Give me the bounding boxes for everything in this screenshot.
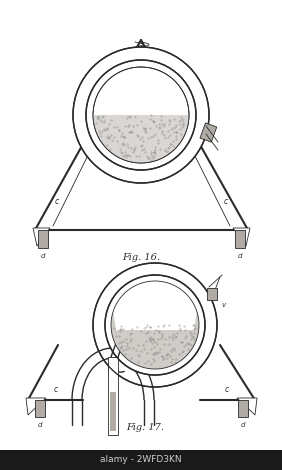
Polygon shape <box>33 228 50 246</box>
Text: d: d <box>41 253 45 259</box>
Circle shape <box>73 47 209 183</box>
Bar <box>110 392 116 431</box>
Text: d: d <box>238 253 242 259</box>
Bar <box>235 230 245 248</box>
Circle shape <box>93 263 217 387</box>
Polygon shape <box>111 312 199 369</box>
Text: c: c <box>55 197 59 206</box>
Bar <box>0 450 282 470</box>
Text: Fig. 17.: Fig. 17. <box>126 423 164 431</box>
Bar <box>238 400 248 417</box>
Bar <box>207 288 217 300</box>
Text: m: m <box>92 313 100 321</box>
Polygon shape <box>233 228 250 246</box>
Circle shape <box>105 275 205 375</box>
Text: alamy - 2WFD3KN: alamy - 2WFD3KN <box>100 455 182 464</box>
Text: m: m <box>74 102 81 111</box>
Polygon shape <box>93 115 189 163</box>
Bar <box>108 357 118 435</box>
Bar <box>38 230 48 248</box>
Text: c: c <box>54 385 58 394</box>
Bar <box>200 123 217 142</box>
Text: d: d <box>241 422 245 428</box>
Text: d: d <box>38 422 42 428</box>
Text: Fig. 16.: Fig. 16. <box>122 253 160 263</box>
Circle shape <box>86 60 196 170</box>
Polygon shape <box>237 398 257 415</box>
Text: c: c <box>225 385 229 394</box>
Text: v: v <box>222 302 226 308</box>
Circle shape <box>93 67 189 163</box>
Text: c: c <box>224 197 228 206</box>
Polygon shape <box>26 398 46 415</box>
Bar <box>35 400 45 417</box>
